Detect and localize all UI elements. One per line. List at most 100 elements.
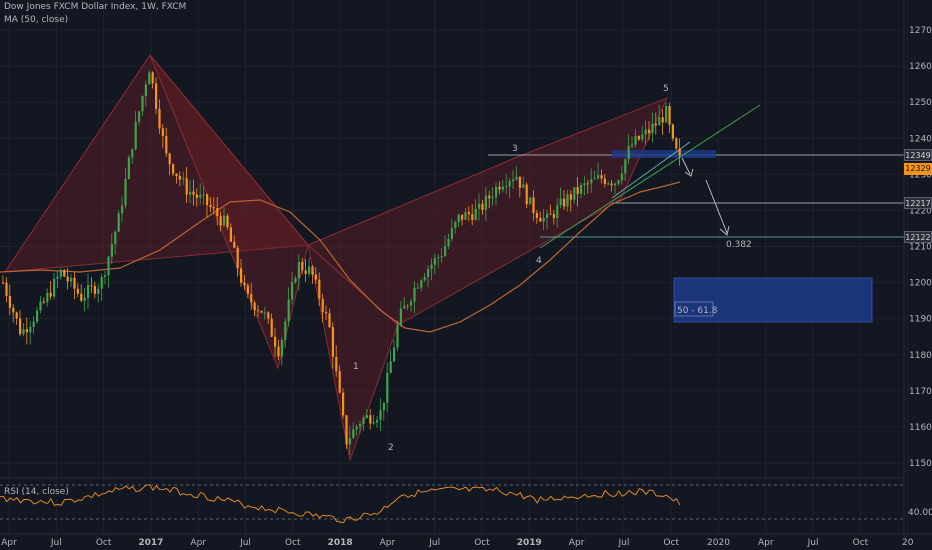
- candle-body: [263, 312, 266, 314]
- time-tick-label: 2019: [517, 538, 542, 548]
- candle-body: [8, 295, 11, 308]
- candle-body: [291, 282, 294, 300]
- candle-body: [42, 301, 45, 303]
- candle-body: [484, 195, 487, 210]
- time-tick-label: 2018: [328, 538, 353, 548]
- candle-body: [535, 213, 538, 218]
- candle-body: [386, 373, 389, 403]
- candle-body: [359, 423, 362, 427]
- ma-indicator-legend[interactable]: MA (50, close): [4, 15, 69, 25]
- time-tick-label: Apr: [380, 538, 396, 548]
- candle-body: [644, 129, 647, 135]
- candle-body: [542, 218, 545, 222]
- candle-body: [53, 278, 56, 297]
- candle-body: [440, 256, 443, 258]
- wave-label-3: 3: [512, 144, 518, 154]
- candle-body: [427, 269, 430, 278]
- price-tag-12217: 12217: [904, 197, 932, 209]
- candle-body: [552, 214, 555, 219]
- candle-body: [501, 186, 504, 190]
- candle-body: [226, 215, 229, 228]
- candle-body: [56, 276, 59, 279]
- candle-body: [569, 194, 572, 200]
- candle-body: [379, 410, 382, 420]
- price-tick-label: 11600: [909, 423, 932, 433]
- candle-body: [573, 187, 576, 200]
- candle-body: [661, 117, 664, 123]
- candle-body: [600, 175, 603, 179]
- candle-body: [287, 299, 290, 322]
- candle-body: [420, 280, 423, 288]
- candle-body: [192, 191, 195, 195]
- price-tag-current: 12329: [904, 163, 932, 175]
- candle-body: [464, 212, 467, 220]
- candle-body: [590, 179, 593, 184]
- candle-body: [76, 288, 79, 294]
- candle-body: [260, 310, 263, 313]
- candle-body: [678, 148, 681, 156]
- candle-body: [93, 285, 96, 294]
- price-tick-label: 12400: [909, 134, 932, 144]
- candle-body: [233, 241, 236, 248]
- candle-body: [675, 138, 678, 149]
- candle-body: [165, 135, 168, 154]
- candle-body: [311, 266, 314, 275]
- candle-body: [270, 318, 273, 337]
- target-zone-box: [673, 277, 873, 323]
- time-tick-label: Apr: [190, 538, 206, 548]
- candle-body: [36, 310, 39, 322]
- price-tick-label: 12700: [909, 26, 932, 36]
- time-tick-label: Oct: [853, 538, 869, 548]
- candle-body: [345, 415, 348, 445]
- price-tick-label: 11500: [909, 459, 932, 469]
- candle-body: [66, 276, 69, 282]
- candle-body: [39, 301, 42, 311]
- candle-body: [294, 278, 297, 283]
- candle-body: [396, 325, 399, 348]
- candle-body: [240, 268, 243, 283]
- candle-body: [671, 124, 674, 139]
- candle-body: [236, 247, 239, 269]
- candle-body: [202, 194, 205, 196]
- candle-body: [362, 417, 365, 424]
- candle-body: [556, 205, 559, 219]
- candle-body: [87, 285, 90, 298]
- candle-body: [529, 197, 532, 205]
- candle-body: [631, 144, 634, 147]
- candle-body: [25, 329, 28, 333]
- time-tick-label: Jul: [617, 538, 629, 548]
- candle-body: [634, 136, 637, 145]
- candle-body: [654, 123, 657, 126]
- candle-body: [437, 257, 440, 259]
- candle-body: [219, 216, 222, 226]
- candle-body: [321, 298, 324, 313]
- candle-body: [121, 205, 124, 214]
- candle-body: [100, 276, 103, 289]
- price-tick-label: 12500: [909, 98, 932, 108]
- rsi-indicator-legend[interactable]: RSI (14, close): [4, 487, 69, 497]
- candle-body: [583, 183, 586, 186]
- candle-body: [178, 176, 181, 180]
- candle-body: [155, 83, 158, 109]
- candle-body: [199, 194, 202, 198]
- candle-body: [114, 231, 117, 245]
- candle-body: [151, 72, 154, 84]
- candle-body: [304, 270, 307, 274]
- price-tick-label: 11900: [909, 315, 932, 325]
- price-tick-label: 12000: [909, 279, 932, 289]
- candle-body: [481, 203, 484, 210]
- candle-body: [274, 336, 277, 347]
- candle-body: [267, 312, 270, 319]
- candle-body: [12, 307, 15, 313]
- candle-body: [32, 321, 35, 327]
- candle-body: [144, 84, 147, 97]
- candle-body: [250, 293, 253, 303]
- candle-body: [127, 157, 130, 180]
- time-tick-label: Apr: [569, 538, 585, 548]
- candlestick-series: [2, 70, 681, 455]
- time-tick-label: 20: [902, 538, 914, 548]
- price-tick-label: 12100: [909, 243, 932, 253]
- candle-body: [63, 269, 66, 277]
- candle-body: [447, 238, 450, 247]
